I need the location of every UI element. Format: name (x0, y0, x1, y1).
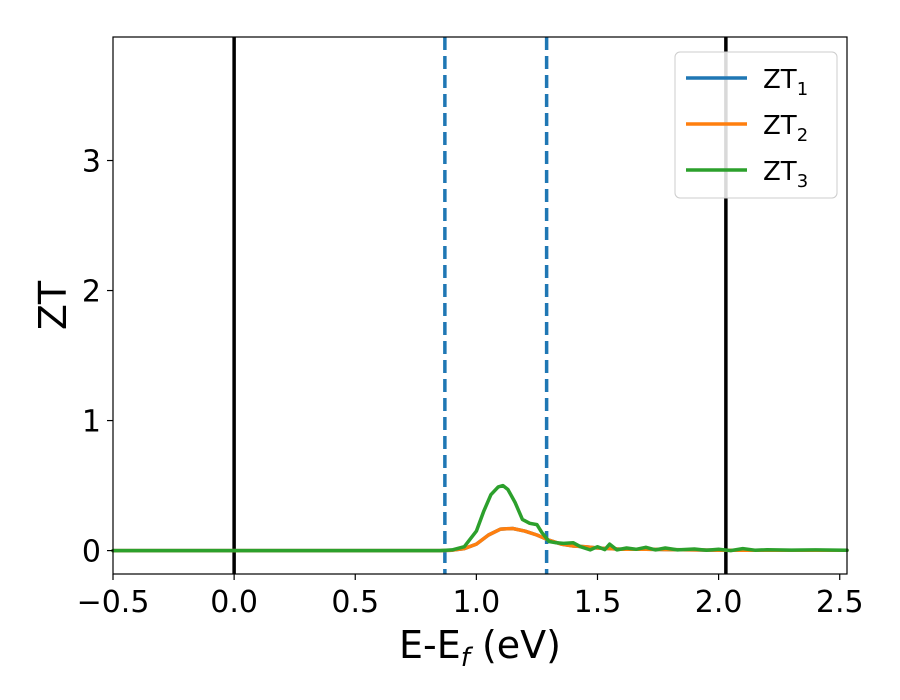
y-tick-label-1: 1 (82, 405, 101, 440)
legend-entry-label: ZT (763, 157, 797, 187)
series-line-2 (111, 526, 849, 553)
legend-entry-subscript: 1 (797, 79, 808, 100)
legend-entry-label: ZT (763, 111, 797, 141)
y-tick-label-3: 3 (82, 145, 101, 180)
legend-entry-subscript: 2 (797, 125, 808, 146)
x-axis-title: E-Ef (eV) (399, 623, 561, 673)
x-axis-title-main: E-E (399, 623, 461, 667)
x-tick-label-3: 1.0 (453, 585, 501, 620)
x-tick-label-1: 0.0 (210, 585, 258, 620)
y-tick-label-0: 0 (82, 535, 101, 570)
x-axis-ticks: −0.5 0.0 0.5 1.0 1.5 2.0 2.5 (77, 574, 864, 620)
vertical-reference-lines (232, 37, 728, 574)
x-tick-label-4: 1.5 (574, 585, 622, 620)
x-axis-title-unit: (eV) (470, 623, 561, 667)
x-tick-label-5: 2.0 (695, 585, 743, 620)
legend-entry-label: ZT (763, 65, 797, 95)
legend-entry-subscript: 3 (797, 171, 808, 192)
x-tick-label-6: 2.5 (816, 585, 864, 620)
x-tick-label-2: 0.5 (331, 585, 379, 620)
plot-frame (112, 36, 848, 575)
x-tick-label-0: −0.5 (77, 585, 150, 620)
series-lines (111, 483, 849, 553)
legend-entry-3: ZT3 (763, 157, 808, 192)
legend-entry-1: ZT1 (763, 65, 808, 100)
legend-box (674, 51, 838, 199)
y-axis-ticks: 0 1 2 3 (82, 145, 113, 570)
y-tick-label-2: 2 (82, 275, 101, 310)
legend-entry-2: ZT2 (763, 111, 808, 146)
y-axis-title: ZT (31, 280, 75, 330)
series-line-3 (111, 483, 849, 553)
